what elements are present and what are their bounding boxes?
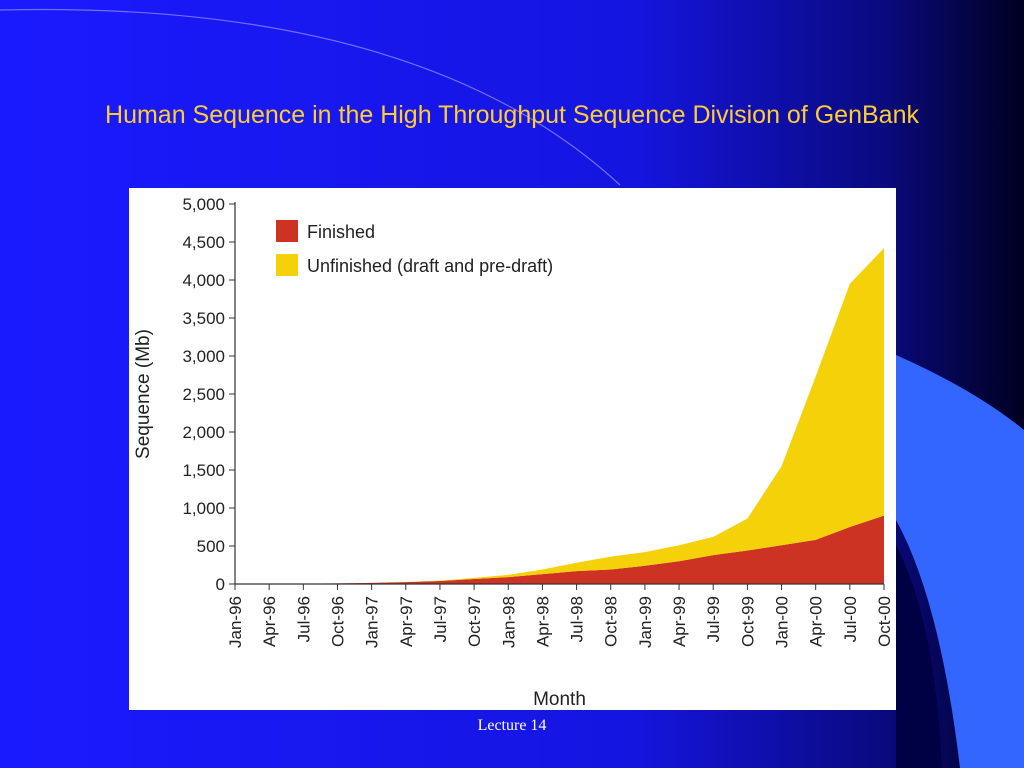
- slide-footer: Lecture 14: [477, 717, 547, 734]
- y-tick-label: 2,000: [182, 423, 225, 442]
- y-tick-label: 2,500: [182, 385, 225, 404]
- x-tick-label: Jul-00: [841, 596, 860, 642]
- y-tick-label: 1,000: [182, 499, 225, 518]
- x-tick-label: Jan-99: [636, 596, 655, 648]
- decorative-swoosh: [0, 8, 621, 186]
- legend-label-1: Finished: [307, 222, 375, 242]
- y-tick-label: 5,000: [182, 195, 225, 214]
- y-tick-label: 1,500: [182, 461, 225, 480]
- x-tick-label: Jan-96: [226, 596, 245, 648]
- legend-label-2: Unfinished (draft and pre-draft): [307, 256, 553, 276]
- chart-panel: 0 500 1,000 1,500 2,000 2,500 3,000 3,500 4,000 4…: [129, 188, 896, 710]
- x-tick-label: Jul-99: [704, 596, 723, 642]
- x-axis-label: Month: [533, 689, 586, 710]
- x-tick-label: Jan-98: [499, 596, 518, 648]
- x-tick-label: Jan-00: [773, 596, 792, 648]
- y-tick-label: 3,500: [182, 309, 225, 328]
- y-tick-label: 3,000: [182, 347, 225, 366]
- x-tick-label: Jul-96: [294, 596, 313, 642]
- x-tick-label: Oct-96: [328, 596, 347, 647]
- x-tick-label: Apr-99: [670, 596, 689, 647]
- legend-swatch-2: [276, 254, 298, 276]
- y-tick-label: 0: [216, 575, 225, 594]
- area-series-1: [235, 515, 884, 584]
- x-tick-label: Oct-98: [602, 596, 621, 647]
- y-tick-label: 500: [197, 537, 225, 556]
- x-tick-label: Jul-98: [568, 596, 587, 642]
- legend-swatch-1: [276, 220, 298, 242]
- decorative-accent-shape: [896, 355, 1024, 768]
- y-tick-label: 4,500: [182, 233, 225, 252]
- x-tick-label: Apr-97: [397, 596, 416, 647]
- x-tick-label: Oct-00: [875, 596, 894, 647]
- y-tick-label: 4,000: [182, 271, 225, 290]
- x-tick-label: Apr-96: [260, 596, 279, 647]
- x-tick-label: Oct-99: [738, 596, 757, 647]
- x-tick-label: Apr-98: [533, 596, 552, 647]
- x-tick-label: Jan-97: [363, 596, 382, 648]
- x-tick-label: Oct-97: [465, 596, 484, 647]
- decorative-dark-bar: [896, 545, 942, 768]
- x-tick-label: Apr-00: [807, 596, 826, 647]
- slide-title: Human Sequence in the High Throughput Se…: [105, 101, 919, 129]
- chart: 0 500 1,000 1,500 2,000 2,500 3,000 3,500 4,000 4…: [133, 195, 894, 710]
- y-axis-label: Sequence (Mb): [133, 329, 154, 459]
- area-series-2: [235, 248, 884, 584]
- x-tick-label: Jul-97: [431, 596, 450, 642]
